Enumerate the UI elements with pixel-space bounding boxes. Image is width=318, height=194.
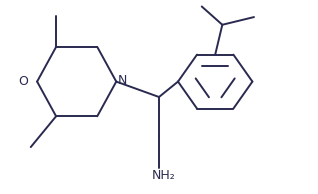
Text: NH₂: NH₂ bbox=[152, 169, 176, 182]
Text: N: N bbox=[117, 74, 127, 87]
Text: O: O bbox=[18, 75, 28, 88]
